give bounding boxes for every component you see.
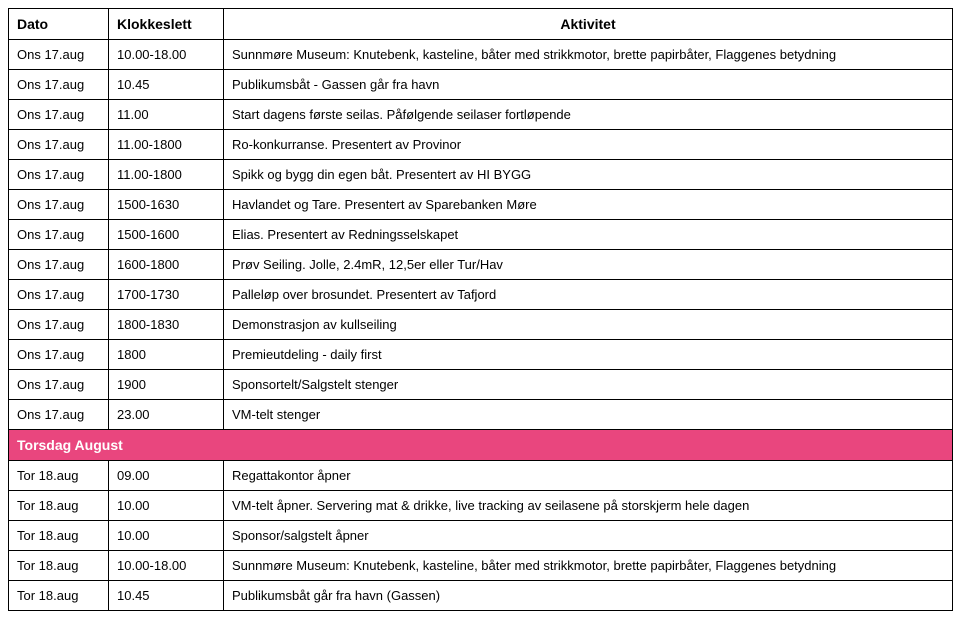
table-row: Ons 17.aug1900Sponsortelt/Salgstelt sten… (9, 370, 953, 400)
cell-date: Ons 17.aug (9, 370, 109, 400)
cell-time: 1800-1830 (109, 310, 224, 340)
cell-activity: Publikumsbåt - Gassen går fra havn (224, 70, 953, 100)
table-row: Ons 17.aug10.45Publikumsbåt - Gassen går… (9, 70, 953, 100)
schedule-table: Dato Klokkeslett Aktivitet Ons 17.aug10.… (8, 8, 953, 611)
cell-time: 23.00 (109, 400, 224, 430)
header-row: Dato Klokkeslett Aktivitet (9, 9, 953, 40)
cell-time: 10.00 (109, 521, 224, 551)
cell-time: 1700-1730 (109, 280, 224, 310)
cell-activity: Sunnmøre Museum: Knutebenk, kasteline, b… (224, 40, 953, 70)
table-row: Tor 18.aug10.00-18.00Sunnmøre Museum: Kn… (9, 551, 953, 581)
cell-activity: Publikumsbåt går fra havn (Gassen) (224, 581, 953, 611)
cell-time: 11.00-1800 (109, 160, 224, 190)
activity-prefix: Sunnmøre Museum: (232, 558, 353, 573)
table-row: Ons 17.aug11.00-1800Ro-konkurranse. Pres… (9, 130, 953, 160)
cell-date: Ons 17.aug (9, 220, 109, 250)
section-row: Torsdag August (9, 430, 953, 461)
cell-date: Ons 17.aug (9, 400, 109, 430)
cell-activity: Spikk og bygg din egen båt. Presentert a… (224, 160, 953, 190)
cell-date: Ons 17.aug (9, 160, 109, 190)
cell-time: 1800 (109, 340, 224, 370)
cell-date: Ons 17.aug (9, 40, 109, 70)
cell-activity: Demonstrasjon av kullseiling (224, 310, 953, 340)
cell-date: Ons 17.aug (9, 310, 109, 340)
cell-date: Tor 18.aug (9, 491, 109, 521)
cell-date: Tor 18.aug (9, 581, 109, 611)
cell-date: Ons 17.aug (9, 100, 109, 130)
table-row: Ons 17.aug1700-1730Palleløp over brosund… (9, 280, 953, 310)
cell-activity: Palleløp over brosundet. Presentert av T… (224, 280, 953, 310)
cell-time: 10.45 (109, 581, 224, 611)
cell-date: Ons 17.aug (9, 190, 109, 220)
cell-time: 11.00-1800 (109, 130, 224, 160)
cell-time: 11.00 (109, 100, 224, 130)
table-row: Ons 17.aug1600-1800Prøv Seiling. Jolle, … (9, 250, 953, 280)
cell-date: Ons 17.aug (9, 340, 109, 370)
cell-time: 10.00 (109, 491, 224, 521)
cell-time: 10.00-18.00 (109, 40, 224, 70)
table-row: Ons 17.aug11.00Start dagens første seila… (9, 100, 953, 130)
cell-activity: Ro-konkurranse. Presentert av Provinor (224, 130, 953, 160)
cell-time: 1600-1800 (109, 250, 224, 280)
cell-time: 09.00 (109, 461, 224, 491)
table-row: Ons 17.aug11.00-1800Spikk og bygg din eg… (9, 160, 953, 190)
cell-activity: Start dagens første seilas. Påfølgende s… (224, 100, 953, 130)
col-header-time: Klokkeslett (109, 9, 224, 40)
cell-time: 10.00-18.00 (109, 551, 224, 581)
cell-activity: Sponsor/salgstelt åpner (224, 521, 953, 551)
table-row: Ons 17.aug10.00-18.00Sunnmøre Museum: Kn… (9, 40, 953, 70)
cell-activity: Prøv Seiling. Jolle, 2.4mR, 12,5er eller… (224, 250, 953, 280)
table-row: Ons 17.aug23.00VM-telt stenger (9, 400, 953, 430)
cell-date: Ons 17.aug (9, 250, 109, 280)
cell-activity: VM-telt stenger (224, 400, 953, 430)
cell-activity: Premieutdeling - daily first (224, 340, 953, 370)
cell-activity: Sunnmøre Museum: Knutebenk, kasteline, b… (224, 551, 953, 581)
table-body: Ons 17.aug10.00-18.00Sunnmøre Museum: Kn… (9, 40, 953, 611)
cell-activity: Elias. Presentert av Redningsselskapet (224, 220, 953, 250)
table-row: Tor 18.aug09.00Regattakontor åpner (9, 461, 953, 491)
col-header-activity: Aktivitet (224, 9, 953, 40)
table-row: Tor 18.aug10.00Sponsor/salgstelt åpner (9, 521, 953, 551)
section-label: Torsdag August (9, 430, 953, 461)
cell-time: 10.45 (109, 70, 224, 100)
col-header-date: Dato (9, 9, 109, 40)
activity-prefix: Sunnmøre Museum: (232, 47, 353, 62)
cell-date: Ons 17.aug (9, 280, 109, 310)
cell-date: Ons 17.aug (9, 130, 109, 160)
cell-date: Tor 18.aug (9, 551, 109, 581)
cell-date: Tor 18.aug (9, 521, 109, 551)
cell-activity: Sponsortelt/Salgstelt stenger (224, 370, 953, 400)
cell-activity: VM-telt åpner. Servering mat & drikke, l… (224, 491, 953, 521)
cell-time: 1900 (109, 370, 224, 400)
table-row: Ons 17.aug1800-1830Demonstrasjon av kull… (9, 310, 953, 340)
cell-date: Tor 18.aug (9, 461, 109, 491)
table-row: Ons 17.aug1500-1600Elias. Presentert av … (9, 220, 953, 250)
table-row: Tor 18.aug10.45Publikumsbåt går fra havn… (9, 581, 953, 611)
cell-activity: Regattakontor åpner (224, 461, 953, 491)
cell-date: Ons 17.aug (9, 70, 109, 100)
table-row: Tor 18.aug10.00VM-telt åpner. Servering … (9, 491, 953, 521)
cell-activity: Havlandet og Tare. Presentert av Spareba… (224, 190, 953, 220)
cell-time: 1500-1630 (109, 190, 224, 220)
cell-time: 1500-1600 (109, 220, 224, 250)
table-row: Ons 17.aug1500-1630Havlandet og Tare. Pr… (9, 190, 953, 220)
table-row: Ons 17.aug1800Premieutdeling - daily fir… (9, 340, 953, 370)
